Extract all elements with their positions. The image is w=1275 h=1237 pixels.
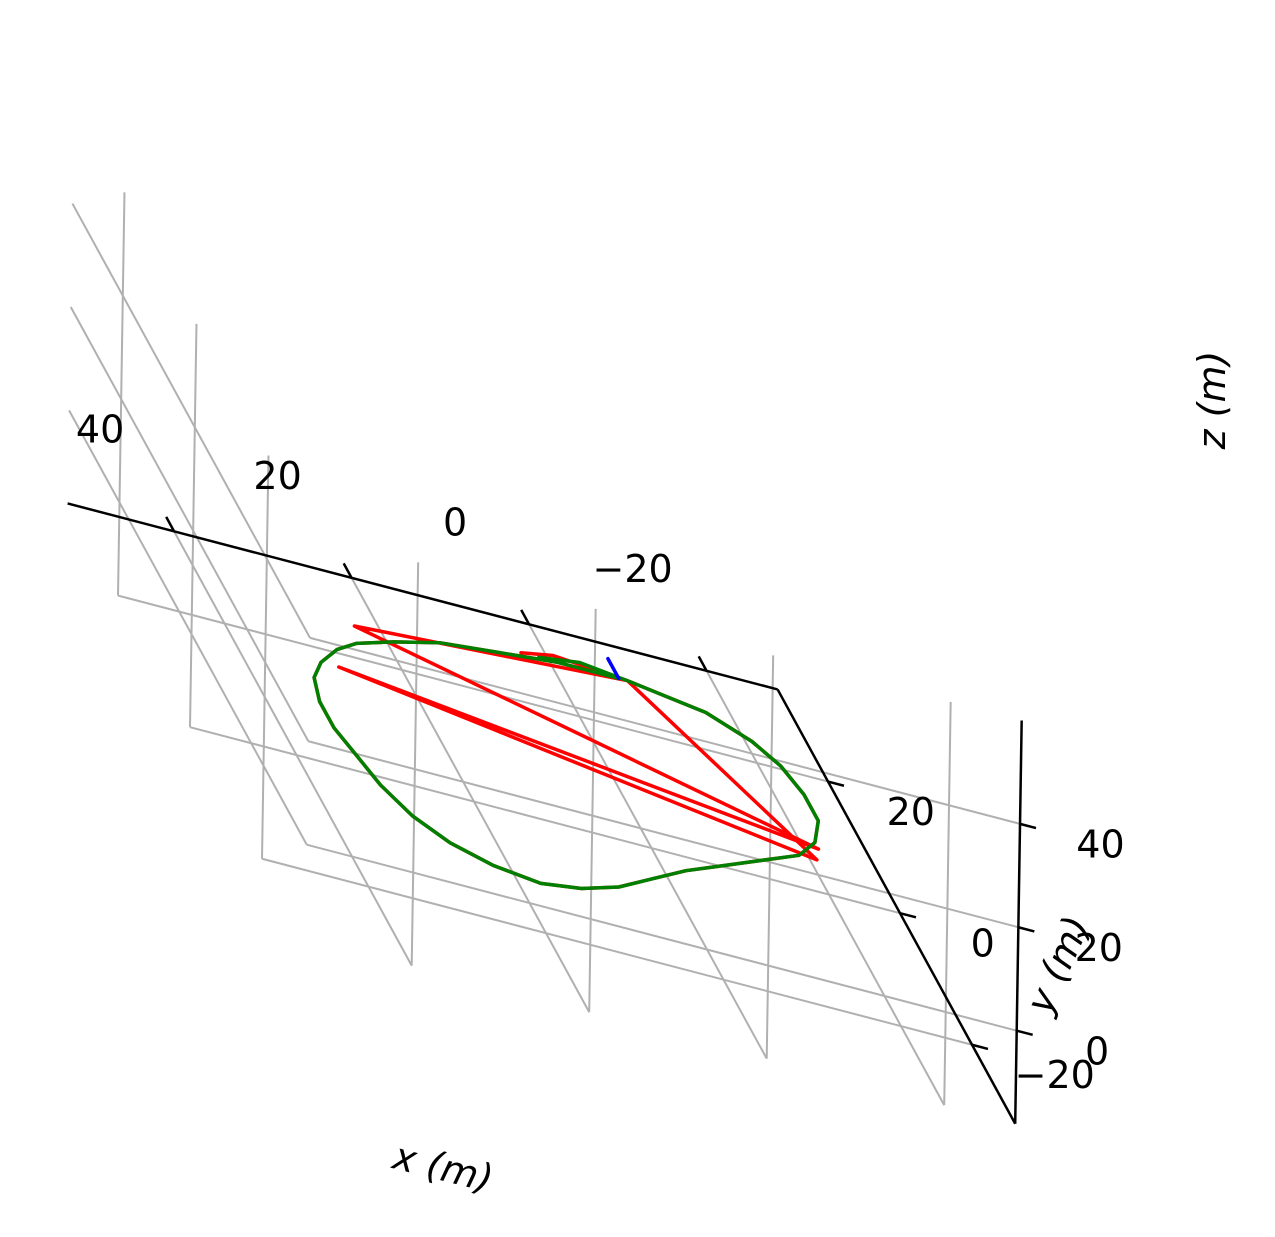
grid-floor-y-0 <box>261 857 973 1046</box>
z-tick-label-1: 20 <box>1075 926 1123 970</box>
y-axis-line <box>776 688 1017 1125</box>
grid-left-z-0 <box>68 409 308 846</box>
grid-floor-x-1 <box>350 577 591 1013</box>
grid-left-y-0 <box>261 455 270 859</box>
z-tick-label-2: 40 <box>1076 823 1124 867</box>
z-axis-line <box>1013 720 1023 1124</box>
grid-left-y-2 <box>117 192 126 596</box>
grid-floor-x-0 <box>173 530 413 967</box>
x-tick-label-1: 20 <box>253 454 301 498</box>
x-tick-label-3: −20 <box>593 547 673 591</box>
y-tick-label-0: −20 <box>1015 1053 1095 1097</box>
grid-floor-x-2 <box>528 623 768 1060</box>
z-axis-label: z (m) <box>1190 351 1234 451</box>
x-axis-line <box>67 502 778 691</box>
x-axis-label: x (m) <box>388 1134 498 1201</box>
grid-floor-y-2 <box>117 594 829 783</box>
grid-back-x-2 <box>765 655 775 1059</box>
z-tick-label-0: 0 <box>1085 1029 1109 1073</box>
grid-back-x-1 <box>588 608 597 1013</box>
y-tick-2 <box>827 780 845 787</box>
grid-back-z-2 <box>309 636 1021 825</box>
x-tick-label-2: 0 <box>443 501 467 545</box>
grid-left-z-2 <box>71 203 311 639</box>
x-tick-3 <box>697 655 708 672</box>
grid-floor-x-3 <box>705 670 946 1106</box>
y-tick-0 <box>971 1043 989 1051</box>
x-tick-2 <box>520 609 531 625</box>
z-tick-0 <box>1016 1029 1033 1037</box>
z-tick-2 <box>1019 822 1037 830</box>
y-tick-1 <box>899 911 917 919</box>
x-tick-0 <box>165 516 176 532</box>
grid-back-x-0 <box>410 562 420 966</box>
grid-back-z-1 <box>308 740 1019 929</box>
grid-back-z-0 <box>306 843 1017 1032</box>
y-tick-label-1: 0 <box>971 921 995 965</box>
grid-left-z-1 <box>69 306 310 742</box>
z-tick-1 <box>1018 926 1035 933</box>
grid-lines <box>68 192 1021 1106</box>
y-tick-label-2: 20 <box>887 790 935 834</box>
x-tick-1 <box>342 562 353 579</box>
axes <box>67 502 1037 1125</box>
grid-floor-y-1 <box>189 726 901 915</box>
blue-trajectory <box>606 656 621 681</box>
grid-back-x-3 <box>943 701 952 1106</box>
green-trajectory <box>312 640 821 891</box>
x-tick-label-0: 40 <box>76 408 124 452</box>
trajectories <box>312 624 821 891</box>
grid-left-y-1 <box>189 323 198 728</box>
